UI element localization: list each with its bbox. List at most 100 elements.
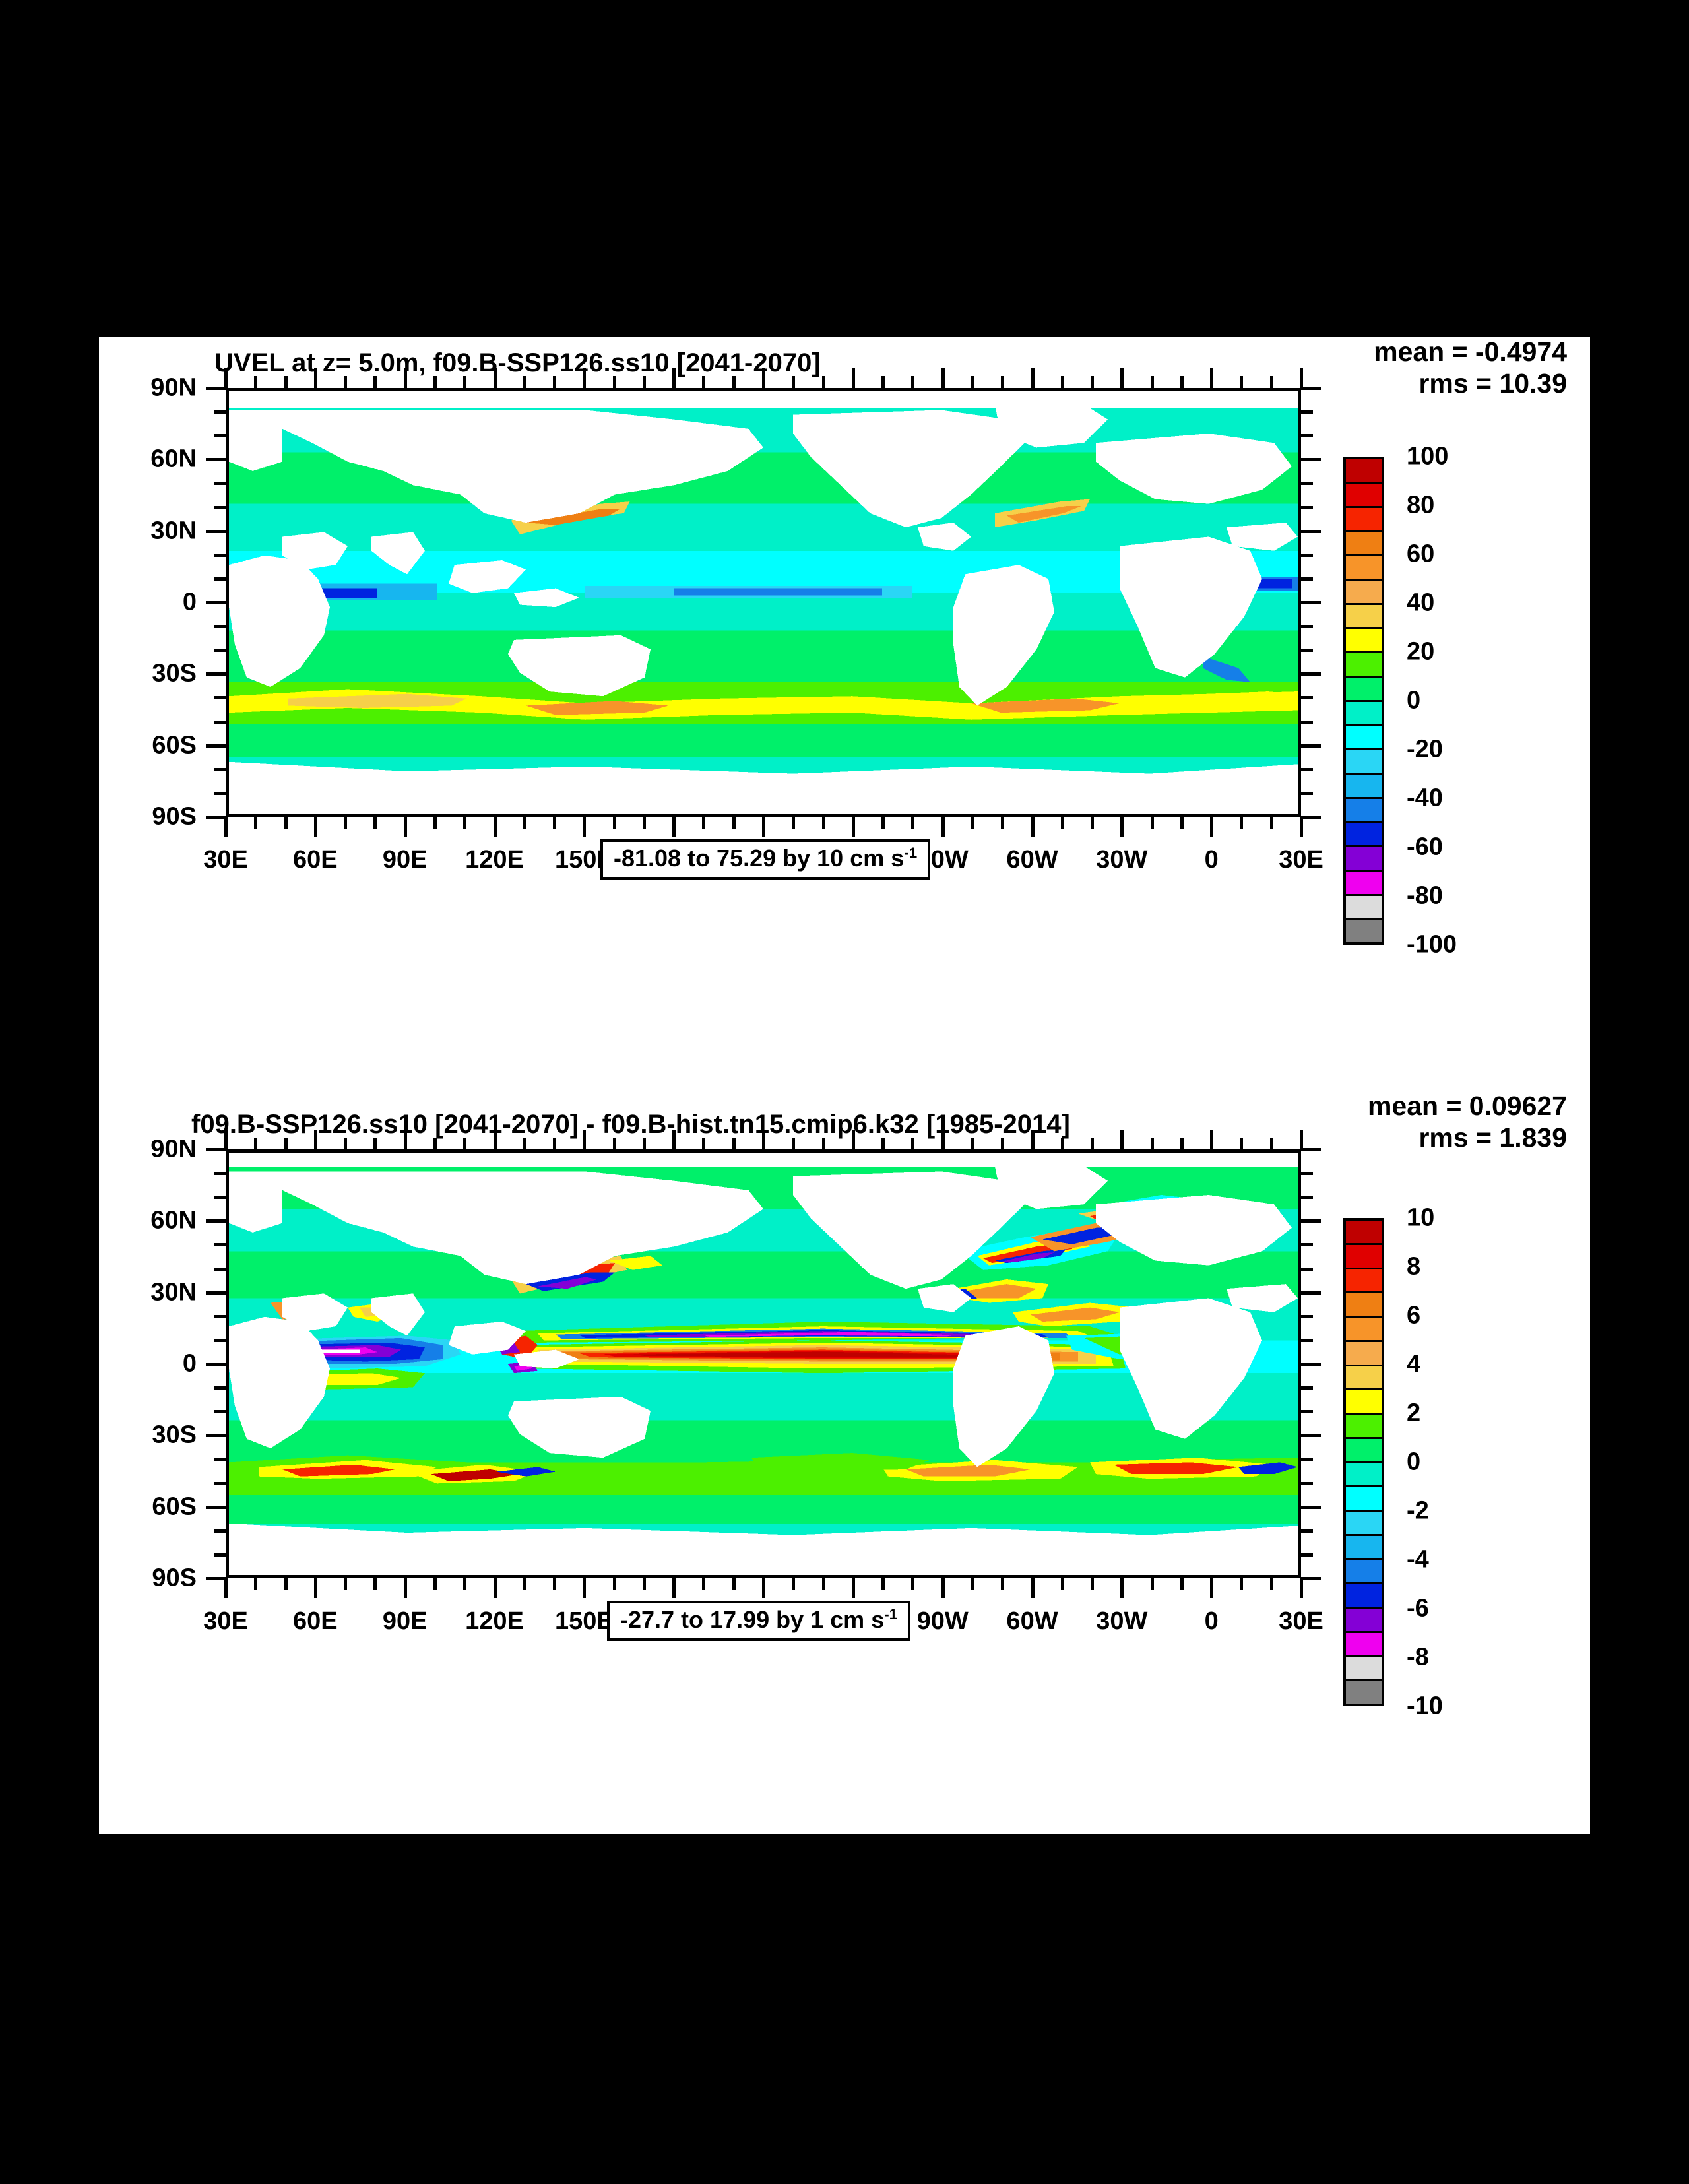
x-tick (672, 368, 676, 388)
y-tick (206, 744, 226, 748)
x-tick (1031, 1130, 1035, 1149)
x-tick (284, 817, 288, 829)
x-tick (224, 368, 228, 388)
x-tick (224, 1130, 228, 1149)
y-tick (1301, 458, 1321, 462)
panel-top-mean: mean = -0.4974 (1374, 337, 1567, 367)
x-tick (523, 376, 526, 388)
panel-top-colorbar-label: 40 (1407, 589, 1435, 617)
panel-bottom-colorbar-label: 6 (1407, 1301, 1421, 1330)
y-tick (1301, 1505, 1321, 1509)
panel-top-colorbar-label: -40 (1407, 784, 1443, 812)
x-tick (493, 817, 497, 837)
x-tick (284, 1578, 288, 1590)
x-tick (612, 1578, 616, 1590)
y-tick (214, 505, 226, 509)
x-tick (1031, 368, 1035, 388)
x-tick (642, 1578, 646, 1590)
x-tick (911, 1138, 915, 1149)
x-tick (1240, 817, 1244, 829)
panel-top-colorbar-label: -60 (1407, 833, 1443, 861)
panel-bottom-colorbar-label: 8 (1407, 1252, 1421, 1281)
x-tick (344, 376, 348, 388)
colorbar-swatch (1346, 823, 1382, 847)
x-tick (583, 368, 587, 388)
panel-bottom-y-label: 90N (150, 1135, 197, 1163)
y-tick (1301, 1243, 1313, 1247)
panel-bottom-x-label: 90W (916, 1607, 969, 1635)
colorbar-swatch (1346, 1221, 1382, 1245)
y-tick (214, 482, 226, 486)
y-tick (214, 625, 226, 629)
panel-top-colorbar-label: 80 (1407, 491, 1435, 519)
x-tick (433, 1578, 437, 1590)
y-tick (1301, 816, 1321, 819)
y-tick (206, 1505, 226, 1509)
x-tick (1031, 817, 1035, 837)
panel-bottom-y-label: 60N (150, 1206, 197, 1235)
panel-top-x-label: 30E (1279, 846, 1323, 874)
x-tick (1150, 1138, 1154, 1149)
y-tick (214, 1386, 226, 1390)
colorbar-swatch (1346, 1341, 1382, 1366)
y-tick (214, 1553, 226, 1557)
colorbar-swatch (1346, 774, 1382, 799)
x-tick (403, 368, 407, 388)
y-tick (1301, 1481, 1313, 1485)
panel-bottom-colorbar-label: -10 (1407, 1692, 1443, 1720)
x-tick (463, 1138, 467, 1149)
x-tick (1269, 1138, 1273, 1149)
x-tick (1120, 368, 1124, 388)
panel-bottom-colorbar-label: -2 (1407, 1496, 1429, 1525)
y-tick (214, 1196, 226, 1200)
y-tick (1301, 1458, 1313, 1461)
x-tick (1031, 1578, 1035, 1598)
y-tick (1301, 672, 1321, 676)
panel-top-colorbar (1343, 457, 1384, 945)
colorbar-swatch (1346, 459, 1382, 484)
x-tick (523, 1578, 526, 1590)
x-tick (971, 376, 974, 388)
x-tick (881, 1578, 885, 1590)
panel-top-colorbar-label: 100 (1407, 442, 1449, 470)
x-tick (821, 817, 825, 829)
colorbar-swatch (1346, 750, 1382, 775)
y-tick (214, 434, 226, 438)
x-tick (1091, 1578, 1095, 1590)
panel-bottom-colorbar-label: -8 (1407, 1643, 1429, 1671)
x-tick (881, 817, 885, 829)
panel-top-range-box: -81.08 to 75.29 by 10 cm s-1 (600, 839, 931, 880)
y-tick (214, 410, 226, 414)
panel-bottom-x-label: 30W (1096, 1607, 1148, 1635)
colorbar-swatch (1346, 798, 1382, 823)
x-tick (702, 376, 706, 388)
colorbar-swatch (1346, 556, 1382, 581)
y-tick (1301, 791, 1313, 795)
y-tick (1301, 1148, 1321, 1151)
x-tick (224, 817, 228, 837)
panel-bottom-plot (226, 1149, 1301, 1578)
x-tick (851, 1130, 855, 1149)
colorbar-swatch (1346, 1244, 1382, 1269)
x-tick (1060, 817, 1064, 829)
panel-top-y-label: 60N (150, 445, 197, 473)
panel-top-range-exp: -1 (904, 845, 918, 861)
x-tick (373, 376, 377, 388)
panel-bottom-mean: mean = 0.09627 (1367, 1091, 1567, 1121)
x-tick (971, 817, 974, 829)
colorbar-swatch (1346, 847, 1382, 872)
x-tick (792, 817, 796, 829)
y-tick (214, 577, 226, 581)
x-tick (463, 817, 467, 829)
x-tick (1001, 1138, 1005, 1149)
x-tick (583, 1130, 587, 1149)
y-tick (214, 649, 226, 653)
x-tick (1120, 1578, 1124, 1598)
x-tick (1180, 376, 1184, 388)
x-tick (971, 1578, 974, 1590)
x-tick (553, 1578, 557, 1590)
y-tick (214, 1410, 226, 1414)
y-tick (206, 387, 226, 390)
x-tick (1180, 1138, 1184, 1149)
x-tick (792, 376, 796, 388)
